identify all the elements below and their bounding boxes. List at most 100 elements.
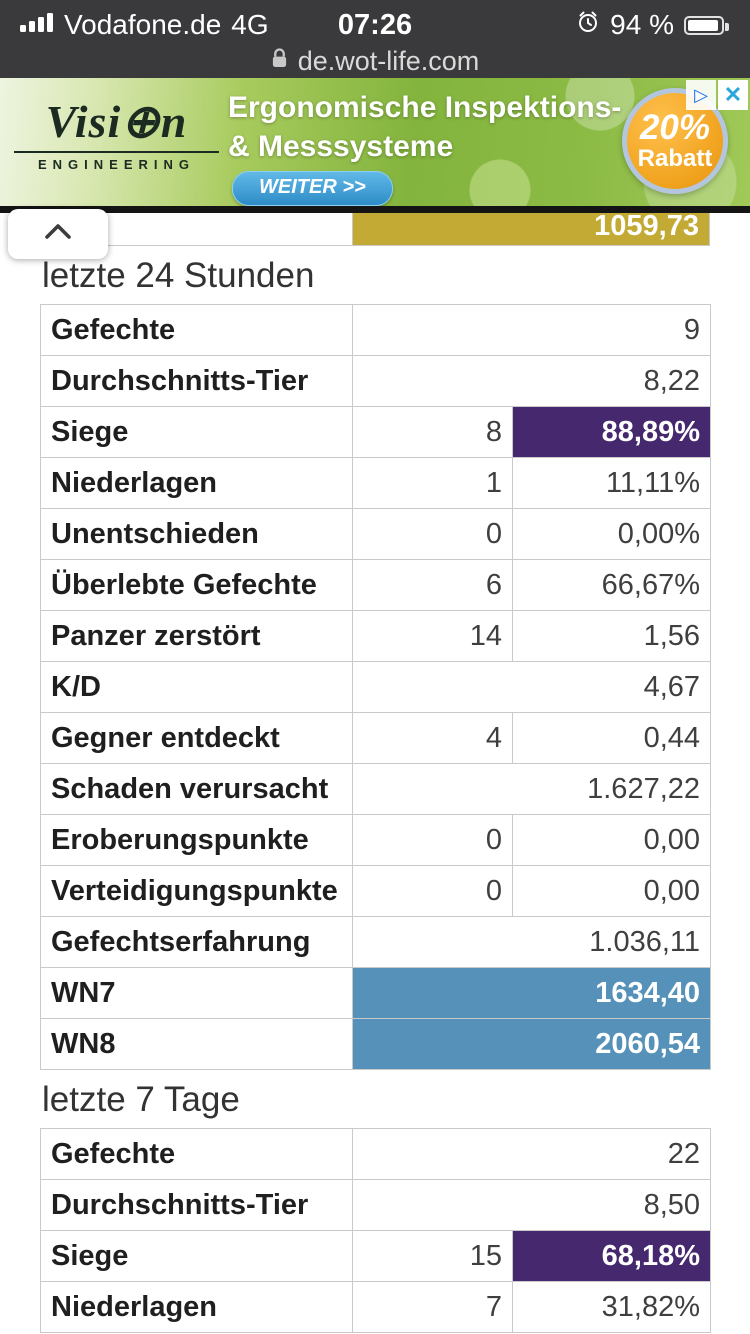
ad-choices-icon[interactable]: ▷ [686, 80, 716, 110]
table-row: Niederlagen 1 11,11% [40, 457, 712, 509]
stat-value: 31,82% [511, 1281, 712, 1333]
stat-label: Verteidigungspunkte [40, 865, 353, 917]
stat-value: 0,00% [511, 508, 712, 560]
section-title-7d: letzte 7 Tage [42, 1080, 240, 1119]
stat-label: Eroberungspunkte [40, 814, 353, 866]
table-row: Durchschnitts-Tier 8,50 [40, 1179, 712, 1231]
status-row: Vodafone.de 4G 07:26 94 % [0, 6, 750, 44]
table-row: Überlebte Gefechte 6 66,67% [40, 559, 712, 611]
ad-brand-logo: Visi⊕n ENGINEERING [14, 98, 219, 172]
stat-label: Überlebte Gefechte [40, 559, 353, 611]
stat-label: WN7 [40, 967, 353, 1019]
table-row: WN8 2060,54 [40, 1018, 712, 1070]
stat-value: 0,00 [511, 865, 712, 917]
lock-icon [271, 46, 288, 77]
stat-label: WN8 [40, 1018, 353, 1070]
stat-value: 0,44 [511, 712, 712, 764]
stat-label: Panzer zerstört [40, 610, 353, 662]
stat-label: Durchschnitts-Tier [40, 355, 353, 407]
table-row: Verteidigungspunkte 0 0,00 [40, 865, 712, 917]
stat-label: Gefechtserfahrung [40, 916, 353, 968]
status-right: 94 % [576, 9, 730, 41]
stat-count: 14 [352, 610, 513, 662]
ad-brand-subtitle: ENGINEERING [14, 151, 219, 172]
stats-table-7d: Gefechte 22 Durchschnitts-Tier 8,50 Siege 15 6… [40, 1128, 712, 1333]
ad-headline-line2: & Messsysteme [228, 130, 454, 163]
stat-label: K/D [40, 661, 353, 713]
stat-value: 22 [351, 1128, 712, 1180]
table-row: K/D 4,67 [40, 661, 712, 713]
separator-bar [0, 206, 750, 213]
status-left: Vodafone.de 4G [20, 9, 269, 41]
stat-value: 1.627,22 [351, 763, 712, 815]
stat-count: 7 [352, 1281, 513, 1333]
stats-table-24h: Gefechte 9 Durchschnitts-Tier 8,22 Siege 8 88,… [40, 304, 712, 1070]
table-row: Gefechte 22 [40, 1128, 712, 1180]
signal-strength-icon [20, 9, 54, 41]
stat-value: 0,00 [511, 814, 712, 866]
stat-label: Gegner entdeckt [40, 712, 353, 764]
stat-label: Gefechte [40, 1128, 353, 1180]
alarm-icon [576, 9, 600, 41]
table-row: WN7 1634,40 [40, 967, 712, 1019]
table-row: Eroberungspunkte 0 0,00 [40, 814, 712, 866]
browser-url-bar[interactable]: de.wot-life.com [0, 44, 750, 78]
ad-brand-name: Visi⊕n [45, 96, 188, 147]
ad-headline-line1: Ergonomische Inspektions- [228, 91, 622, 124]
ad-discount-word: Rabatt [637, 145, 713, 172]
stat-count: 0 [352, 865, 513, 917]
table-row: Durchschnitts-Tier 8,22 [40, 355, 712, 407]
stat-value: 9 [351, 304, 712, 356]
stat-value: 66,67% [511, 559, 712, 611]
network-type-label: 4G [231, 9, 269, 40]
ad-discount-percent: 20% [639, 108, 711, 147]
stat-value: 2060,54 [351, 1018, 712, 1070]
stat-count: 8 [352, 406, 513, 458]
page-content: 1059,73 letzte 24 Stunden Gefechte 9 Durch… [0, 209, 750, 1333]
ad-discount-badge: 20% Rabatt [622, 88, 728, 194]
clipped-row-value: 1059,73 [594, 213, 699, 242]
stat-count: 6 [352, 559, 513, 611]
battery-icon [684, 15, 729, 35]
stat-value: 8,50 [351, 1179, 712, 1231]
url-label: de.wot-life.com [297, 45, 480, 76]
stat-value: 68,18% [511, 1230, 712, 1282]
table-row: Panzer zerstört 14 1,56 [40, 610, 712, 662]
ad-close-button[interactable]: ✕ [718, 80, 748, 110]
chevron-up-icon [42, 222, 74, 246]
stat-label: Durchschnitts-Tier [40, 1179, 353, 1231]
ad-cta-button[interactable]: WEITER >> [232, 171, 393, 206]
stat-label: Siege [40, 406, 353, 458]
stat-label: Niederlagen [40, 1281, 353, 1333]
stat-count: 0 [352, 508, 513, 560]
stat-value: 1.036,11 [351, 916, 712, 968]
stat-label: Niederlagen [40, 457, 353, 509]
stat-count: 15 [352, 1230, 513, 1282]
table-row: Gefechtserfahrung 1.036,11 [40, 916, 712, 968]
stat-value: 11,11% [511, 457, 712, 509]
table-row: Gegner entdeckt 4 0,44 [40, 712, 712, 764]
table-row: Unentschieden 0 0,00% [40, 508, 712, 560]
battery-fill [688, 19, 718, 31]
table-row: Siege 8 88,89% [40, 406, 712, 458]
clipped-row-value-cell: 1059,73 [353, 213, 709, 245]
stat-count: 0 [352, 814, 513, 866]
battery-percent-label: 94 % [610, 9, 674, 40]
battery-nub [725, 22, 729, 31]
stat-count: 1 [352, 457, 513, 509]
ad-headline: Ergonomische Inspektions- & Messsysteme [228, 88, 621, 166]
collapse-button[interactable] [8, 209, 108, 259]
stat-value: 4,67 [351, 661, 712, 713]
stat-count: 4 [352, 712, 513, 764]
stat-value: 1,56 [511, 610, 712, 662]
table-row: Niederlagen 7 31,82% [40, 1281, 712, 1333]
stat-value: 8,22 [351, 355, 712, 407]
section-title-24h: letzte 24 Stunden [42, 256, 315, 295]
stat-value: 1634,40 [351, 967, 712, 1019]
table-row: Siege 15 68,18% [40, 1230, 712, 1282]
stat-value: 88,89% [511, 406, 712, 458]
carrier-label: Vodafone.de [64, 9, 222, 40]
table-row: Gefechte 9 [40, 304, 712, 356]
ad-banner[interactable]: Visi⊕n ENGINEERING Ergonomische Inspekti… [0, 78, 750, 206]
status-bar: Vodafone.de 4G 07:26 94 % [0, 0, 750, 78]
